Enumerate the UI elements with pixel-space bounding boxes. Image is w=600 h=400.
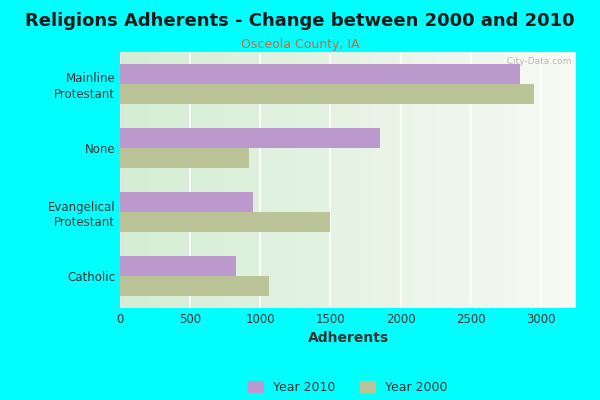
Bar (120, 276, 269, 296)
Bar (120, 128, 380, 148)
Bar (120, 276, 269, 296)
Bar (120, 192, 253, 212)
Bar (120, 84, 534, 104)
Bar (120, 148, 249, 168)
Text: Osceola County, IA: Osceola County, IA (241, 38, 359, 51)
Text: Religions Adherents - Change between 2000 and 2010: Religions Adherents - Change between 200… (25, 12, 575, 30)
X-axis label: Adherents: Adherents (307, 332, 389, 346)
Bar (120, 64, 520, 84)
Bar (120, 64, 520, 84)
Bar (120, 256, 236, 276)
Text: City-Data.com: City-Data.com (501, 57, 571, 66)
Bar (120, 128, 380, 148)
Bar (120, 148, 249, 168)
Bar (120, 256, 236, 276)
Bar (120, 212, 331, 232)
Legend: Year 2010, Year 2000: Year 2010, Year 2000 (243, 376, 453, 399)
Bar (120, 212, 331, 232)
Bar (120, 192, 253, 212)
Bar (120, 84, 534, 104)
